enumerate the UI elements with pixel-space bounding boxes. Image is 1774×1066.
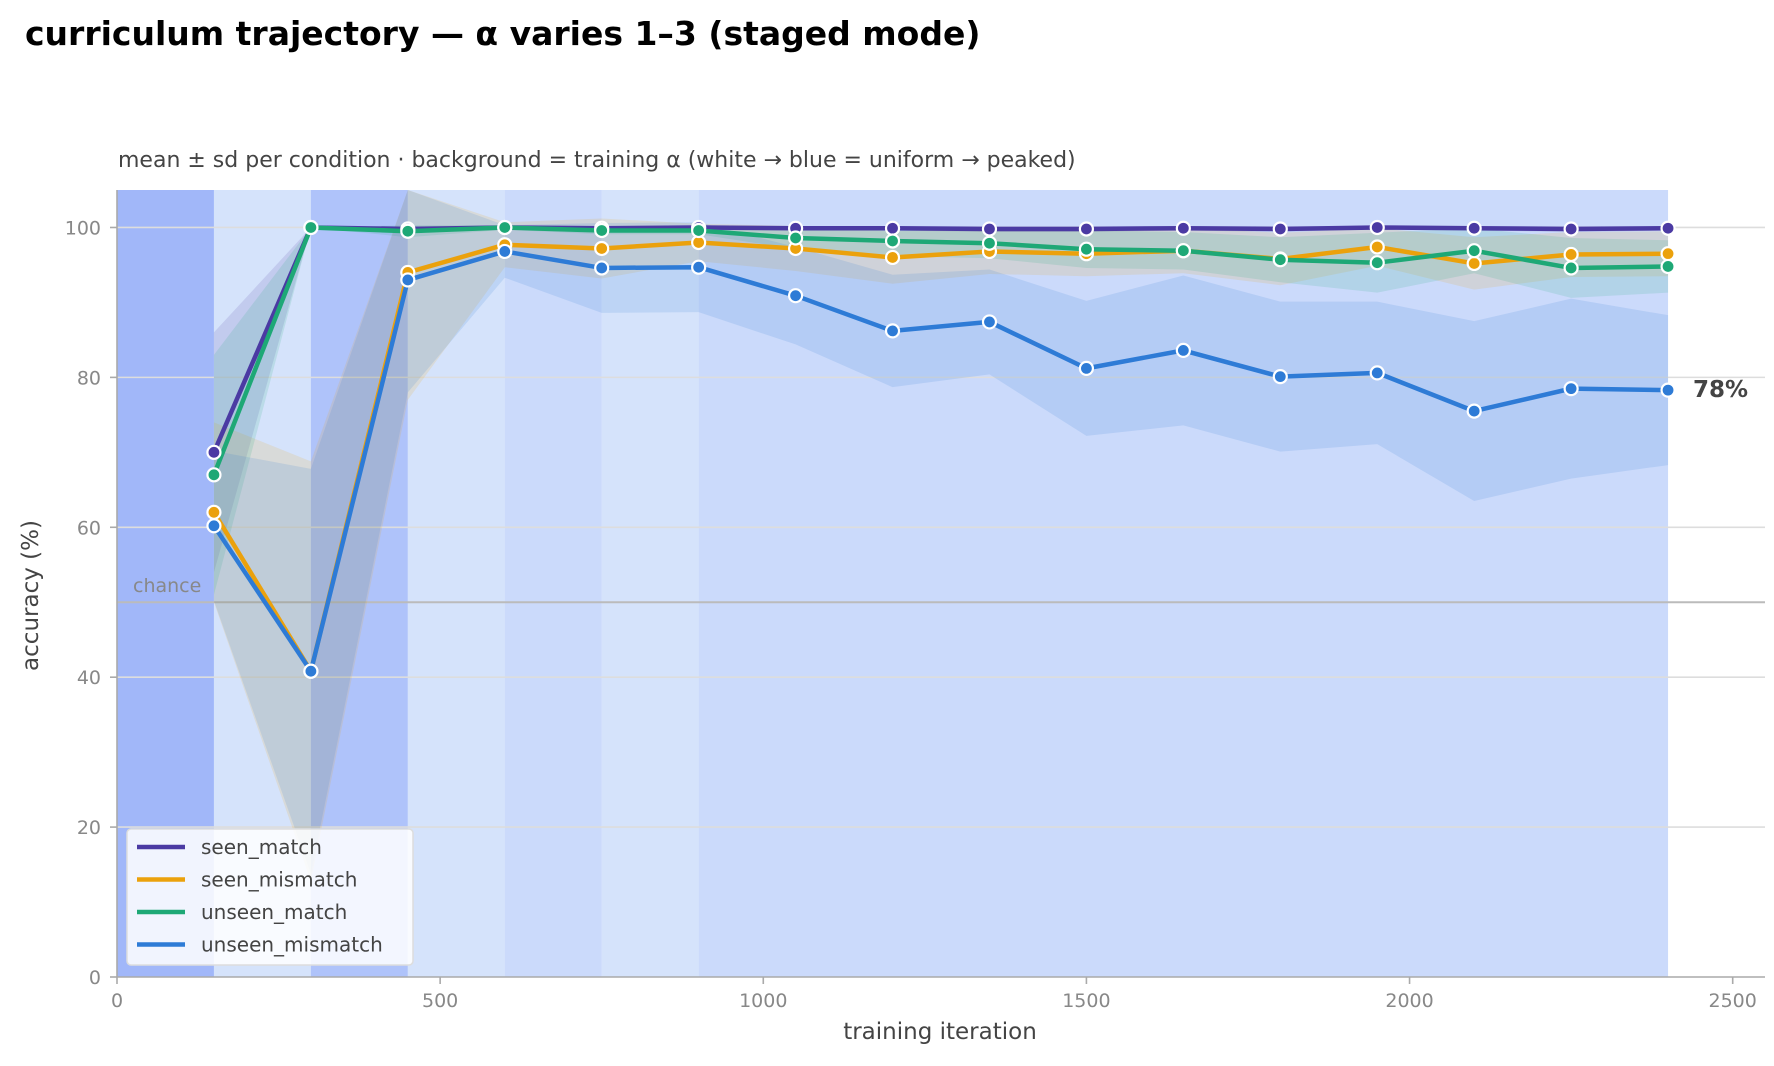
data-point-seen_mismatch (1563, 246, 1579, 263)
data-point-unseen_mismatch (1369, 365, 1385, 381)
data-point-unseen_match (303, 219, 319, 236)
x-tick-label: 2000 (1385, 990, 1433, 1012)
x-tick-label: 2500 (1709, 990, 1757, 1012)
axes (116, 190, 1765, 978)
data-point-unseen_mismatch (206, 518, 222, 534)
data-point-unseen_match (1175, 243, 1191, 259)
x-tick-label: 1000 (739, 990, 787, 1012)
data-point-unseen_mismatch (497, 243, 513, 260)
data-point-unseen_match (1466, 243, 1482, 259)
x-tick-labels: 0 500 1000 1500 2000 2500 (111, 977, 1757, 1012)
data-point-seen_mismatch (1466, 255, 1482, 272)
background-band (601, 190, 699, 977)
data-point-unseen_match (594, 222, 610, 239)
series-lines (211, 225, 1669, 674)
background-band (504, 190, 602, 977)
background-band (407, 190, 505, 977)
legend: seen_match seen_mismatch unseen_matchunsee… (126, 828, 414, 966)
data-point-unseen_mismatch (1563, 381, 1579, 397)
series-line-unseen_match (211, 225, 1669, 476)
x-tick-label: 0 (111, 990, 123, 1012)
data-point-unseen_match (206, 467, 222, 483)
data-point-seen_match (884, 220, 901, 236)
chance-line-group: chance (117, 575, 1765, 604)
y-tick-label: 40 (77, 667, 101, 689)
data-point-unseen_match (691, 222, 707, 239)
data-point-unseen_match (1272, 252, 1288, 268)
data-point-unseen_match (1563, 260, 1579, 276)
legend-label-unseen_match: unseen_match (201, 900, 347, 924)
data-point-unseen_mismatch (1272, 369, 1288, 385)
legend-box (126, 828, 414, 966)
data-point-unseen_match (1660, 258, 1676, 275)
legend-label-seen_match: seen_match (201, 835, 322, 859)
data-point-unseen_mismatch (981, 314, 998, 330)
data-point-unseen_mismatch (1175, 342, 1191, 358)
legend-label-unseen_mismatch: unseen_mismatch (201, 933, 383, 957)
chance-label: chance (133, 575, 201, 597)
data-point-seen_match (1272, 221, 1288, 237)
x-tick-label: 1500 (1062, 990, 1110, 1012)
y-tick-label: 60 (77, 517, 101, 539)
data-point-unseen_match (981, 235, 998, 251)
data-point-unseen_mismatch (1660, 382, 1676, 398)
sd-band-unseen_match (213, 225, 1669, 595)
data-point-seen_match (1466, 220, 1482, 236)
data-point-unseen_match (400, 223, 416, 239)
data-point-seen_match (1078, 221, 1095, 237)
data-point-unseen_mismatch (691, 259, 707, 275)
data-point-unseen_match (1078, 241, 1095, 257)
data-point-seen_match (1175, 220, 1191, 236)
series-line-unseen_mismatch (212, 249, 1669, 674)
data-point-seen_match (206, 444, 222, 460)
chart-title: curriculum trajectory — α varies 1–3 (st… (25, 14, 980, 53)
x-axis-label: training iteration (843, 1019, 1037, 1045)
data-point-seen_match (1369, 219, 1385, 236)
data-point-seen_mismatch (884, 249, 901, 266)
data-point-seen_mismatch (1369, 239, 1385, 255)
y-tick-label: 80 (77, 367, 101, 389)
data-point-unseen_mismatch (594, 260, 610, 276)
data-point-unseen_match (884, 233, 901, 249)
data-point-seen_mismatch (1660, 246, 1676, 262)
data-point-unseen_match (787, 230, 804, 246)
data-point-seen_match (1660, 220, 1676, 236)
end-value-label: 78% (1693, 377, 1748, 403)
data-point-unseen_match (497, 219, 513, 236)
data-point-seen_match (1563, 221, 1579, 237)
y-tick-label: 0 (89, 967, 101, 989)
series-points (206, 219, 1676, 679)
y-tick-label: 20 (77, 817, 101, 839)
y-tick-labels: 0 20 40 60 80 100 (65, 217, 117, 989)
data-point-seen_match (981, 221, 998, 237)
data-point-unseen_mismatch (884, 323, 901, 339)
data-point-unseen_match (1369, 255, 1385, 271)
y-tick-label: 100 (65, 217, 101, 239)
legend-label-seen_mismatch: seen_mismatch (201, 868, 357, 892)
y-axis-label: accuracy (%) (18, 520, 44, 671)
x-tick-label: 500 (422, 990, 458, 1012)
data-point-unseen_mismatch (400, 272, 416, 288)
data-point-seen_mismatch (594, 240, 610, 257)
chart-subtitle: mean ± sd per condition · background = t… (118, 148, 1076, 173)
data-point-unseen_mismatch (787, 288, 804, 304)
sd-band-unseen_mismatch (213, 190, 1669, 874)
data-point-unseen_mismatch (1466, 403, 1482, 419)
data-point-seen_mismatch (206, 504, 222, 520)
data-point-unseen_mismatch (303, 663, 319, 679)
data-point-unseen_mismatch (1078, 360, 1095, 376)
